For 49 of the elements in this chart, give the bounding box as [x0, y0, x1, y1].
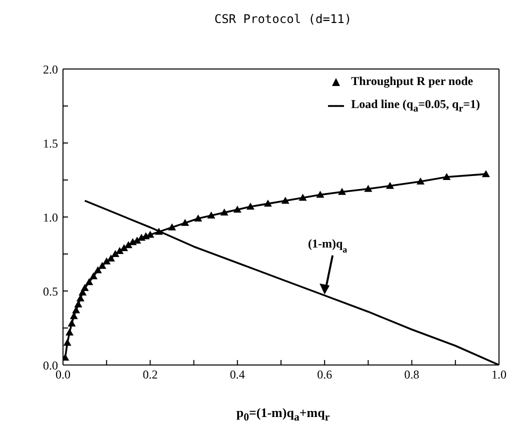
point [386, 182, 394, 189]
point [194, 214, 202, 222]
chart-title: CSR Protocol (d=11) [213, 11, 353, 28]
point [111, 250, 120, 257]
point [298, 194, 307, 201]
y-tick-label: 0.0 [43, 358, 58, 372]
x-tick-label: 0.8 [404, 368, 420, 382]
annotation: (1-m)q$_{a}$ [308, 236, 348, 254]
point [154, 228, 163, 235]
y-tick-label: 2.0 [43, 62, 58, 76]
point [116, 247, 124, 254]
y-tick-label: 1.0 [43, 210, 58, 224]
point [416, 177, 425, 184]
x-tick-label: 1.0 [492, 368, 506, 382]
point [102, 257, 111, 264]
legend-label: Throughput R per node [351, 74, 474, 89]
point [98, 262, 106, 269]
point [281, 196, 290, 204]
x-tick-label: 0.0 [56, 368, 70, 382]
point [68, 320, 76, 327]
point [316, 190, 324, 198]
point [482, 170, 490, 178]
x-tick-label: 0.4 [230, 368, 245, 382]
point [85, 278, 94, 286]
point [338, 188, 346, 195]
x-tick-label: 0.6 [317, 368, 332, 382]
y-tick-label: 1.5 [43, 136, 58, 150]
point [63, 338, 72, 346]
point [442, 173, 451, 180]
point [246, 202, 254, 210]
point [168, 223, 176, 230]
point [264, 200, 272, 207]
point [120, 244, 128, 252]
point [74, 300, 82, 308]
point [94, 266, 102, 274]
x-tick-label: 0.2 [142, 368, 158, 382]
point [181, 218, 190, 226]
point [72, 306, 80, 314]
point [66, 328, 74, 336]
point [80, 284, 89, 292]
point [364, 184, 372, 192]
legend-label: Load line (q$_{a}$=0.05, q$_{r}$=1) [351, 97, 480, 114]
point [207, 212, 216, 219]
point [220, 208, 228, 216]
point [90, 272, 98, 280]
point [233, 206, 242, 213]
point [70, 312, 78, 320]
y-tick-label: 0.5 [43, 284, 58, 298]
x-axis-title: p$_{0}$=(1-m)q$_{a}$+mq$_{r}$ [235, 404, 331, 426]
